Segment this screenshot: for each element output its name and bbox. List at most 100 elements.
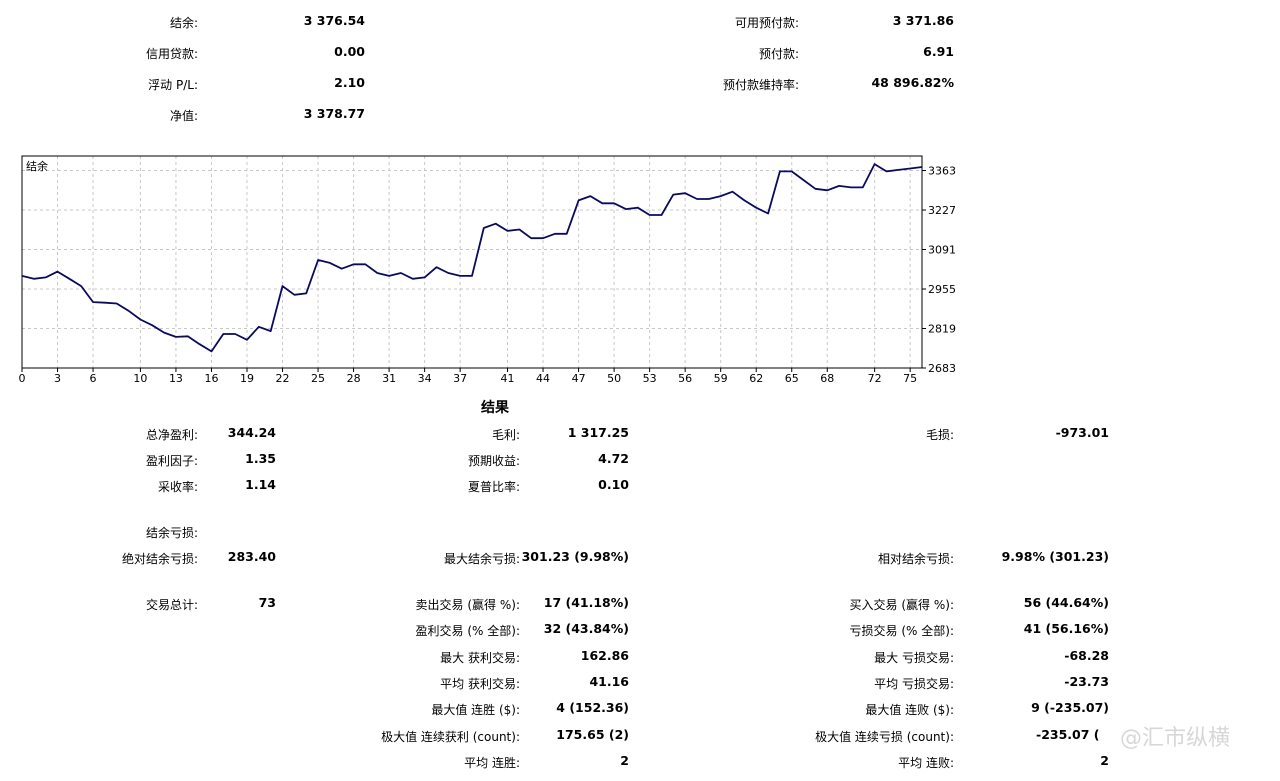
- x-tick-label: 47: [572, 372, 586, 385]
- x-tick-label: 59: [714, 372, 728, 385]
- max-drawdown-label: 最大结余亏损:: [443, 552, 520, 566]
- chart-grid: [21, 156, 922, 369]
- y-tick-label: 2683: [928, 362, 956, 375]
- maximal-cons-loss-label: 极大值 连续亏损 (count):: [815, 730, 954, 744]
- floating-pl-label: 浮动 P/L:: [148, 78, 198, 92]
- profit-trades-value: 32 (43.84%): [543, 621, 629, 636]
- x-tick-label: 31: [382, 372, 396, 385]
- x-tick-label: 6: [90, 372, 97, 385]
- x-tick-label: 53: [643, 372, 657, 385]
- x-tick-label: 41: [501, 372, 515, 385]
- avg-profit-value: 41.16: [589, 674, 629, 689]
- margin-level-label: 预付款维持率:: [722, 78, 799, 92]
- x-tick-label: 22: [276, 372, 290, 385]
- avg-cons-wins-label: 平均 连胜:: [464, 756, 520, 770]
- short-trades-label: 卖出交易 (赢得 %):: [415, 598, 520, 612]
- long-trades-label: 买入交易 (赢得 %):: [849, 598, 954, 612]
- chart-frame: [21, 155, 923, 369]
- net-profit-label: 总净盈利:: [145, 428, 198, 442]
- x-tick-label: 44: [536, 372, 550, 385]
- x-tick-label: 0: [19, 372, 26, 385]
- short-trades-value: 17 (41.18%): [543, 595, 629, 610]
- balance-value: 3 376.54: [303, 13, 365, 28]
- sharpe-ratio-label: 夏普比率:: [467, 480, 520, 494]
- equity-label: 净值:: [169, 109, 198, 123]
- profit-factor-label: 盈利因子:: [145, 454, 198, 468]
- x-tick-label: 37: [453, 372, 467, 385]
- maximal-cons-profit-value: 175.65 (2): [556, 727, 629, 742]
- margin-value: 6.91: [923, 44, 954, 59]
- sharpe-ratio-value: 0.10: [598, 477, 629, 492]
- chart-line-layer: [21, 163, 923, 353]
- gross-loss-value: -973.01: [1055, 425, 1109, 440]
- recovery-factor-label: 采收率:: [157, 480, 198, 494]
- x-tick-label: 13: [169, 372, 183, 385]
- max-cons-wins-value: 4 (152.36): [556, 700, 629, 715]
- credit-value: 0.00: [334, 44, 365, 59]
- avg-cons-wins-value: 2: [620, 753, 629, 768]
- x-tick-label: 19: [240, 372, 254, 385]
- rel-drawdown-label: 相对结余亏损:: [877, 552, 954, 566]
- x-tick-label: 25: [311, 372, 325, 385]
- profit-trades-label: 盈利交易 (% 全部):: [415, 624, 520, 638]
- y-tick-label: 3227: [928, 204, 956, 217]
- x-tick-label: 75: [903, 372, 917, 385]
- gross-loss-label: 毛损:: [925, 428, 954, 442]
- floating-pl-value: 2.10: [334, 75, 365, 90]
- max-drawdown-value: 301.23 (9.98%): [521, 549, 629, 564]
- loss-trades-label: 亏损交易 (% 全部):: [849, 624, 954, 638]
- gross-profit-label: 毛利:: [491, 428, 520, 442]
- long-trades-value: 56 (44.64%): [1023, 595, 1109, 610]
- free-margin-label: 可用预付款:: [734, 16, 799, 30]
- abs-drawdown-value: 283.40: [227, 549, 276, 564]
- balance-label: 结余:: [169, 16, 198, 30]
- y-tick-label: 2955: [928, 283, 956, 296]
- rel-drawdown-value: 9.98% (301.23): [1001, 549, 1109, 564]
- drawdown-header: 结余亏损:: [145, 526, 198, 540]
- x-tick-label: 16: [204, 372, 218, 385]
- balance-chart: 结余 0 3 6 10 13 16 19 22 25 28 31 34 37 41 44 47 50 53 56 59…: [19, 155, 957, 385]
- max-cons-losses-value: 9 (-235.07): [1031, 700, 1109, 715]
- gross-profit-value: 1 317.25: [567, 425, 629, 440]
- largest-profit-label: 最大 获利交易:: [440, 651, 520, 665]
- x-tick-label: 3: [54, 372, 61, 385]
- max-cons-losses-label: 最大值 连败 ($):: [865, 703, 954, 717]
- avg-cons-losses-value: 2: [1100, 753, 1109, 768]
- x-tick-label: 28: [347, 372, 361, 385]
- free-margin-value: 3 371.86: [892, 13, 954, 28]
- net-profit-value: 344.24: [227, 425, 276, 440]
- x-tick-label: 34: [418, 372, 432, 385]
- watermark: @汇市纵横: [1120, 726, 1231, 751]
- y-tick-label: 3363: [928, 165, 956, 178]
- expected-payoff-value: 4.72: [598, 451, 629, 466]
- x-tick-label: 50: [607, 372, 621, 385]
- x-tick-label: 65: [785, 372, 799, 385]
- chart-ticks: 0 3 6 10 13 16 19 22 25 28 31 34 37 41 44 47 50 53 56 59 62 6…: [19, 165, 957, 385]
- expected-payoff-label: 预期收益:: [467, 454, 520, 468]
- avg-loss-value: -23.73: [1064, 674, 1109, 689]
- x-tick-label: 56: [678, 372, 692, 385]
- loss-trades-value: 41 (56.16%): [1023, 621, 1109, 636]
- profit-factor-value: 1.35: [245, 451, 276, 466]
- equity-value: 3 378.77: [303, 106, 365, 121]
- total-trades-label: 交易总计:: [145, 598, 198, 612]
- x-tick-label: 68: [820, 372, 834, 385]
- recovery-factor-value: 1.14: [245, 477, 276, 492]
- max-cons-wins-label: 最大值 连胜 ($):: [431, 703, 520, 717]
- largest-loss-label: 最大 亏损交易:: [874, 651, 954, 665]
- avg-profit-label: 平均 获利交易:: [440, 677, 520, 691]
- avg-loss-label: 平均 亏损交易:: [874, 677, 954, 691]
- x-tick-label: 10: [133, 372, 147, 385]
- abs-drawdown-label: 绝对结余亏损:: [121, 552, 198, 566]
- results-title: 结果: [481, 400, 509, 416]
- largest-loss-value: -68.28: [1064, 648, 1109, 663]
- chart-title: 结余: [26, 159, 48, 173]
- y-tick-label: 3091: [928, 244, 956, 257]
- margin-label: 预付款:: [758, 47, 799, 61]
- margin-level-value: 48 896.82%: [871, 75, 954, 90]
- largest-profit-value: 162.86: [580, 648, 629, 663]
- maximal-cons-loss-value: -235.07 (: [1036, 727, 1100, 742]
- x-tick-label: 62: [749, 372, 763, 385]
- balance-line: [21, 163, 923, 353]
- total-trades-value: 73: [258, 595, 276, 610]
